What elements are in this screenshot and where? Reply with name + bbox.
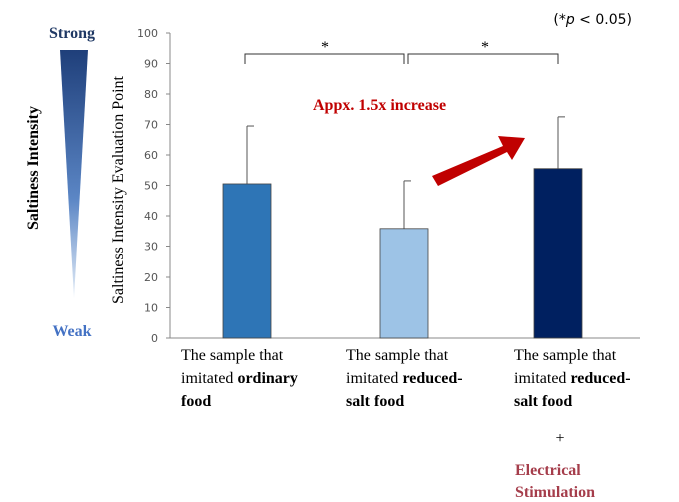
note-part: (*: [553, 12, 565, 28]
x-tick-label: food: [181, 393, 211, 410]
x-tick-label: imitated reduced-: [514, 370, 631, 387]
significance-star: *: [481, 39, 489, 56]
significance-star: *: [321, 39, 329, 56]
label-part: The sample that: [514, 347, 617, 364]
significance-brackets: [244, 53, 559, 64]
x-tick-label: imitated ordinary: [181, 370, 298, 387]
y-tick-label: 80: [144, 88, 158, 101]
extra-label: Electrical: [515, 462, 581, 479]
label-part: salt food: [514, 393, 572, 410]
y-tick-label: 60: [144, 149, 158, 162]
y-tick-label: 0: [151, 332, 158, 345]
scale-bottom: Weak: [52, 323, 91, 340]
x-tick-label: The sample that: [514, 347, 617, 364]
label-part: The sample that: [346, 347, 449, 364]
extra-label: Stimulation: [515, 484, 595, 501]
label-part: imitated: [346, 370, 402, 387]
y-tick-label: 100: [137, 27, 158, 40]
bar: [533, 168, 583, 339]
y-tick-label: 90: [144, 58, 158, 71]
x-tick-label: The sample that: [181, 347, 284, 364]
x-tick-label: The sample that: [346, 347, 449, 364]
y-tick-label: 10: [144, 302, 158, 315]
label-part: salt food: [346, 393, 404, 410]
note-part: p: [565, 12, 575, 28]
note-part: < 0.05): [575, 12, 632, 28]
scale-label: Saltiness Intensity: [25, 106, 42, 230]
y-tick-label: 50: [144, 180, 158, 193]
scale-top: Strong: [49, 25, 95, 42]
bar: [222, 183, 272, 339]
annotation: Appx. 1.5x increase: [313, 97, 446, 114]
label-part: The sample that: [181, 347, 284, 364]
y-tick-label: 30: [144, 241, 158, 254]
x-tick-label: salt food: [346, 393, 404, 410]
note: (*p < 0.05): [553, 12, 632, 28]
y-tick-label: 40: [144, 210, 158, 223]
label-part: imitated: [181, 370, 237, 387]
x-tick-label: imitated reduced-: [346, 370, 463, 387]
label-part: imitated: [514, 370, 570, 387]
bar: [379, 228, 429, 339]
y-tick-label: 20: [144, 271, 158, 284]
label-part: reduced-: [402, 370, 462, 387]
x-tick-label: salt food: [514, 393, 572, 410]
plus-sign: +: [555, 430, 564, 447]
label-part: reduced-: [570, 370, 630, 387]
label-part: food: [181, 393, 211, 410]
y-tick-label: 70: [144, 119, 158, 132]
y-axis-label: Saltiness Intensity Evaluation Point: [110, 75, 127, 304]
increase-arrow: [432, 136, 525, 186]
label-part: ordinary: [237, 370, 297, 387]
intensity-wedge: [60, 50, 88, 298]
